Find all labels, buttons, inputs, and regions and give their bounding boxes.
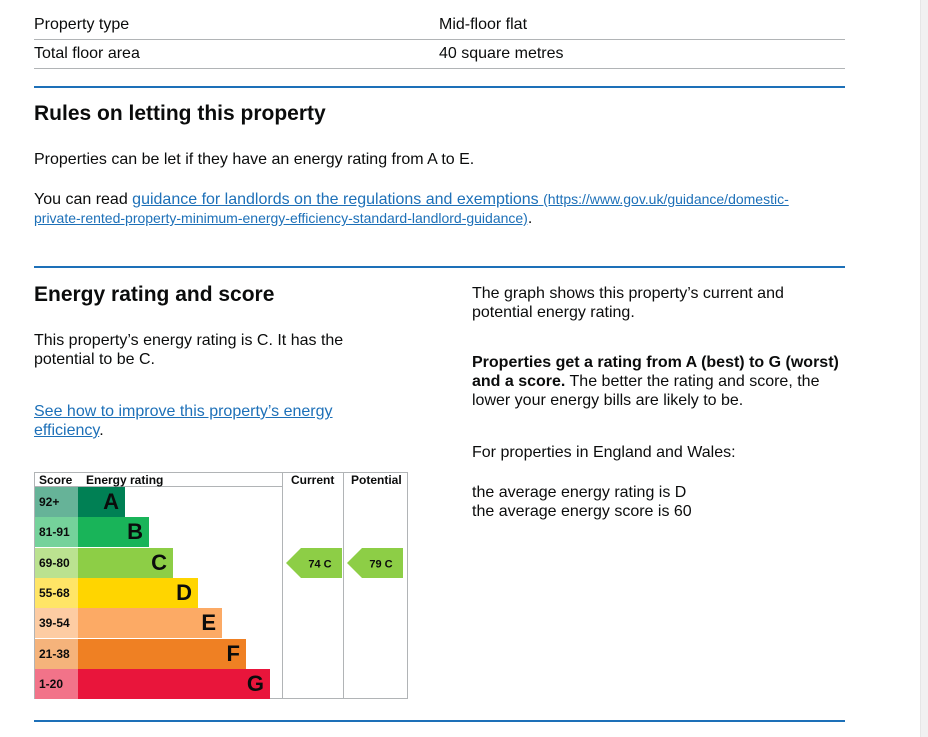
england-wales-text: For properties in England and Wales: [472, 444, 736, 461]
rating-summary-paragraph: This property’s energy rating is C. It h… [34, 332, 344, 368]
summary-value: 40 square metres [439, 45, 564, 62]
band-bar-g: G [78, 668, 270, 699]
header-current: Current [291, 473, 335, 487]
guidance-prefix: You can read [34, 191, 128, 208]
section-divider [34, 720, 845, 722]
summary-row-property-type: Property type Mid-floor flat [34, 10, 845, 40]
rating-explanation: Properties get a rating from A (best) to… [472, 354, 839, 409]
summary-key: Property type [34, 16, 130, 33]
improve-efficiency-link[interactable]: See how to improve this property’s energ… [34, 403, 333, 439]
band-bar-e: E [78, 608, 222, 639]
scrollbar-track[interactable] [920, 0, 928, 737]
summary-key: Total floor area [34, 45, 140, 62]
band-score-g: 1-20 [35, 668, 78, 699]
section-divider [34, 86, 845, 88]
band-bar-d: D [78, 577, 198, 608]
header-divider [34, 486, 283, 487]
header-energy-rating: Energy rating [86, 473, 164, 487]
current-rating-arrow: 74 C [286, 547, 342, 578]
current-rating-arrow-label: 74 C [308, 558, 331, 570]
band-bar-a: A [78, 487, 125, 517]
energy-rating-heading: Energy rating and score [34, 283, 275, 306]
potential-rating-arrow-label: 79 C [369, 558, 392, 570]
header-potential: Potential [351, 473, 402, 487]
guidance-suffix: . [527, 210, 533, 227]
band-bar-f: F [78, 638, 246, 669]
band-score-d: 55-68 [35, 577, 78, 608]
header-score: Score [39, 473, 73, 487]
band-bar-b: B [78, 517, 149, 548]
band-score-a: 92+ [35, 487, 78, 517]
average-rating: the average energy rating is D [472, 484, 687, 501]
current-column-divider [282, 472, 283, 699]
letting-heading: Rules on letting this property [34, 102, 326, 125]
potential-column-divider [343, 472, 344, 699]
band-score-b: 81-91 [35, 517, 78, 548]
letting-paragraph: Properties can be let if they have an en… [34, 151, 475, 168]
letting-guidance-paragraph: You can read guidance for landlords on t… [34, 190, 834, 228]
averages-text: the average energy rating is D the averag… [472, 483, 692, 521]
band-bar-c: C [78, 547, 173, 578]
band-score-e: 39-54 [35, 608, 78, 639]
section-divider [34, 266, 845, 268]
band-score-c: 69-80 [35, 547, 78, 578]
graph-description: The graph shows this property’s current … [472, 285, 784, 321]
average-score: the average energy score is 60 [472, 503, 692, 520]
energy-rating-graph: Score Energy rating Current Potential 92… [34, 472, 408, 699]
improve-paragraph: See how to improve this property’s energ… [34, 403, 333, 439]
band-score-f: 21-38 [35, 638, 78, 669]
summary-row-floor-area: Total floor area 40 square metres [34, 39, 845, 69]
summary-value: Mid-floor flat [439, 16, 528, 33]
guidance-link[interactable]: guidance for landlords on the regulation… [34, 191, 789, 226]
potential-rating-arrow: 79 C [347, 547, 403, 578]
